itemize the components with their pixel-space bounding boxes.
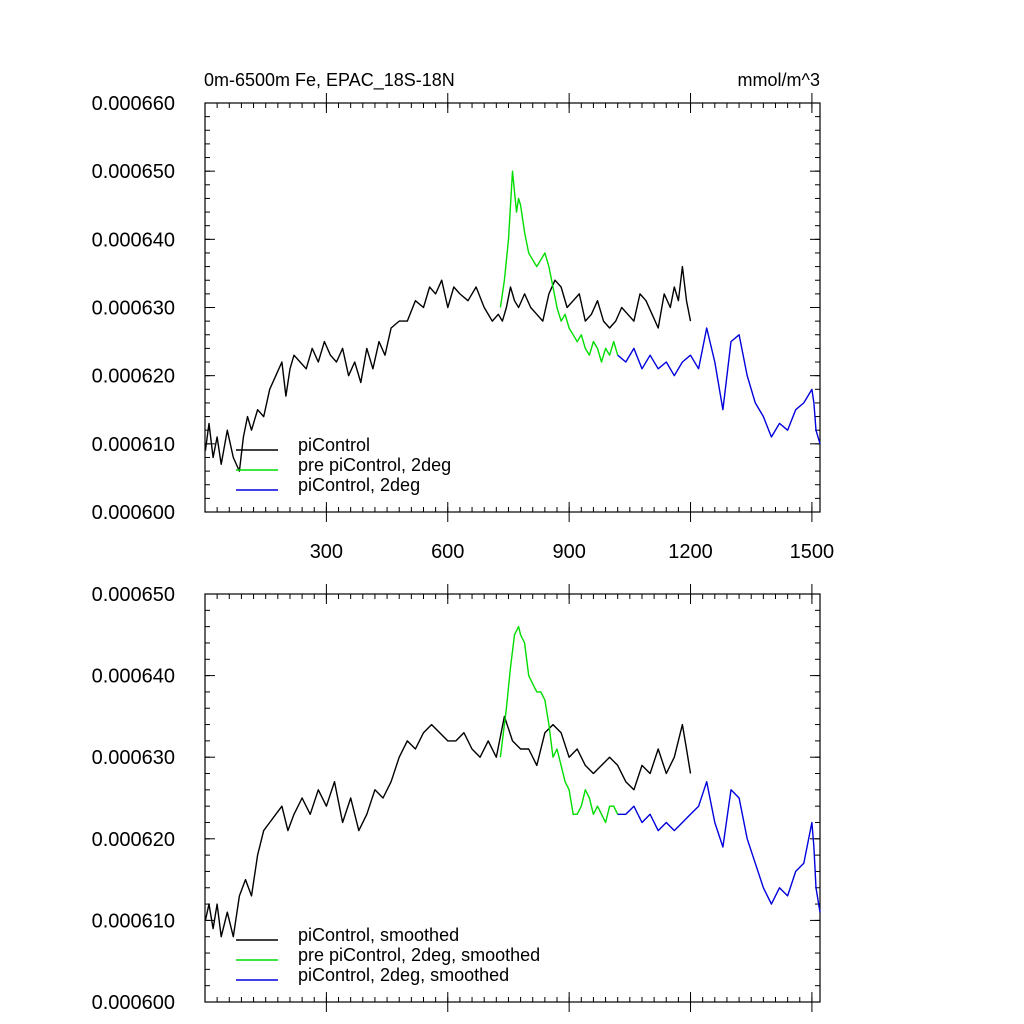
y-tick-label: 0.000640 — [92, 229, 175, 251]
series-line-pre-picontrol-2deg — [499, 170, 619, 363]
y-tick-label: 0.000600 — [92, 992, 175, 1014]
y-tick-label: 0.000630 — [92, 747, 175, 769]
y-tick-label: 0.000650 — [92, 584, 175, 606]
legend-label: piControl, 2deg, smoothed — [298, 965, 509, 985]
y-tick-label: 0.000620 — [92, 829, 175, 851]
legend-label: piControl, smoothed — [298, 925, 459, 945]
top-panel: 0.000600 0.000610 0.000620 0.000630 0.000640… — [92, 93, 835, 563]
y-tick-label: 0.000660 — [92, 93, 175, 115]
y-tick-label: 0.000610 — [92, 434, 175, 456]
y-tick-label: 0.000640 — [92, 666, 175, 688]
y-tick-label: 0.000610 — [92, 910, 175, 932]
series-line-picontrol-2deg-smoothed — [617, 781, 821, 913]
x-tick-label: 300 — [310, 541, 343, 563]
x-tick-label: 1500 — [790, 541, 835, 563]
x-tick-label: 1200 — [668, 541, 713, 563]
y-tick-label: 0.000600 — [92, 502, 175, 524]
series-line-pre-picontrol-2deg-smoothed — [499, 625, 619, 824]
chart-title: 0m-6500m Fe, EPAC_18S-18N — [204, 70, 455, 91]
legend-label: pre piControl, 2deg, smoothed — [298, 945, 540, 965]
x-tick-label: 900 — [552, 541, 585, 563]
chart-units-label: mmol/m^3 — [738, 70, 820, 90]
x-tick-label: 600 — [431, 541, 464, 563]
legend-label: piControl — [298, 435, 370, 455]
bottom-panel: 0.000600 0.000610 0.000620 0.000630 0.000640… — [92, 584, 821, 1014]
series-line-picontrol-2deg — [617, 327, 821, 444]
plot-frame — [204, 593, 821, 1003]
legend-label: pre piControl, 2deg — [298, 455, 451, 475]
y-tick-label: 0.000620 — [92, 366, 175, 388]
y-tick-label: 0.000650 — [92, 161, 175, 183]
series-line-picontrol — [204, 265, 692, 472]
series-line-picontrol-smoothed — [204, 715, 692, 938]
y-tick-label: 0.000630 — [92, 298, 175, 320]
legend-label: piControl, 2deg — [298, 475, 420, 495]
